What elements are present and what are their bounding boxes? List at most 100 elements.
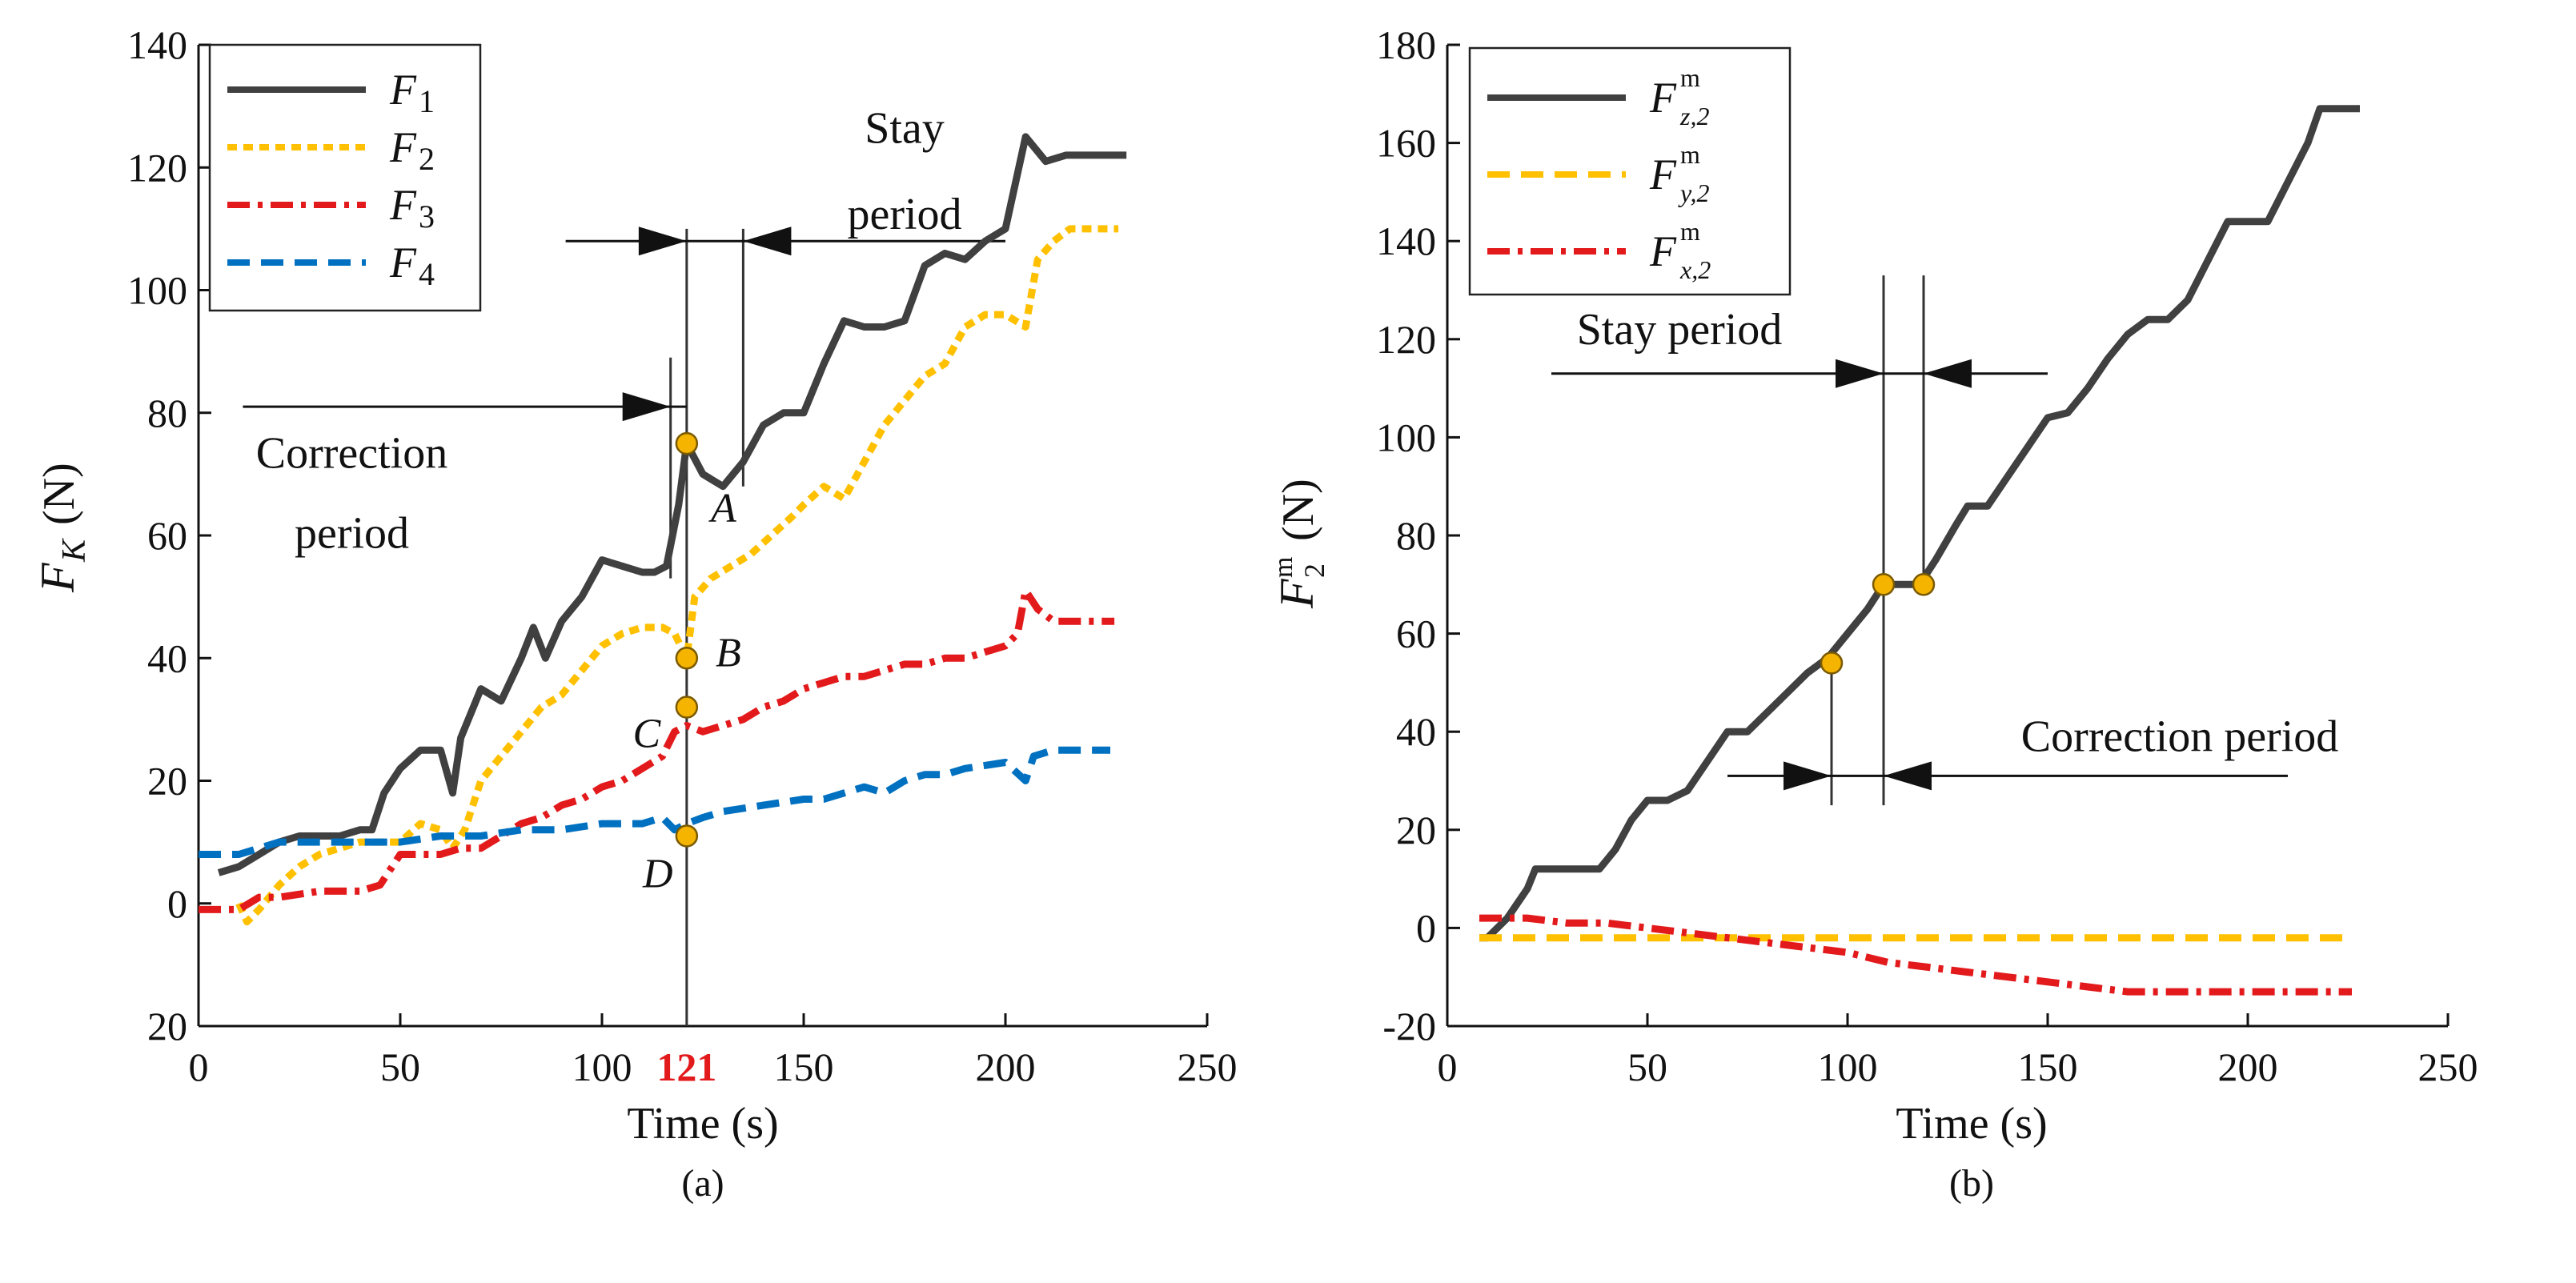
x-tick-label: 0 [189, 1044, 209, 1089]
x-tick-label: 150 [774, 1044, 834, 1089]
series-line-3 [199, 587, 1115, 913]
y-tick-label: 80 [1396, 513, 1436, 558]
y-tick-label: 140 [1376, 219, 1436, 263]
x-axis-label: Time (s) [1896, 1099, 2047, 1149]
x-tick-label: 150 [2018, 1044, 2078, 1089]
y-axis-label-sub: 2 [1298, 563, 1330, 578]
legend-label-sub: 2 [419, 141, 435, 177]
correction-period-label: Correction period [2021, 712, 2339, 762]
legend-label-sup: m [1680, 63, 1700, 92]
series-line-4 [199, 746, 1110, 858]
legend-label-4: F [389, 239, 417, 287]
panel-b: 0 50 100 150 200 250-200204060801001201401601… [1269, 22, 2478, 1205]
y-tick-label: -20 [1382, 1004, 1436, 1048]
legend-label-2: F [389, 123, 417, 171]
legend-label-sup: m [1680, 140, 1700, 169]
y-tick-label: 60 [147, 513, 187, 558]
legend-label-3: F [389, 181, 417, 229]
correction-arrow-left [1884, 761, 1932, 791]
y-axis-label: Fm 2 (N) [1269, 479, 1330, 609]
series-line-2 [235, 225, 1119, 926]
x-tick-label: 0 [1438, 1044, 1458, 1089]
legend: F 1F 2F 3F 4 [208, 43, 482, 312]
data-marker [675, 431, 699, 455]
panel-a: 0 50 100 150 200 25012120020406080100120140Ti… [31, 22, 1238, 1205]
series-line-1 [1479, 105, 2360, 942]
y-tick-label: 80 [147, 391, 187, 435]
stay-arrow-left [743, 227, 792, 256]
y-tick-label: 60 [1396, 611, 1436, 656]
legend-label-1: F [1649, 74, 1677, 122]
correction-arrow-right [1784, 761, 1832, 791]
y-tick-label: 40 [1396, 709, 1436, 754]
correction-period-label: Correction [256, 429, 447, 479]
data-marker [675, 824, 699, 848]
stay-period-label: period [847, 190, 961, 239]
x-tick-label: 50 [380, 1044, 420, 1089]
y-axis-label: FK (N) [31, 463, 93, 593]
stay-period-label: Stay period [1577, 305, 1783, 355]
marker-label: D [642, 851, 673, 896]
panel-label: (a) [681, 1162, 724, 1205]
legend-box [208, 43, 482, 312]
data-marker [1912, 573, 1936, 596]
data-marker [675, 696, 699, 719]
legend-label-sub: 1 [419, 83, 435, 119]
legend-label-sub: 3 [419, 198, 435, 235]
stay-arrow-left [1924, 359, 1972, 388]
y-axis-label-sup: m [1269, 557, 1298, 578]
series-line-1 [217, 133, 1127, 876]
data-marker [1872, 573, 1896, 596]
panel-label: (b) [1949, 1162, 1994, 1205]
y-tick-label: 160 [1376, 121, 1436, 166]
marker-label: B [716, 630, 741, 676]
marker-label: C [632, 712, 661, 757]
y-tick-label: 0 [1416, 905, 1436, 950]
y-tick-label: 40 [147, 635, 187, 680]
legend-label-sub: y,2 [1678, 178, 1709, 207]
legend-label-sub: 4 [419, 256, 435, 292]
y-tick-label: 180 [1376, 22, 1436, 67]
x-highlight-tick-label: 121 [656, 1044, 716, 1089]
legend-label-sup: m [1680, 217, 1700, 246]
y-axis-label-unit: (N) [1274, 479, 1323, 541]
legend-label-3: F [1649, 227, 1677, 275]
y-tick-label: 100 [127, 268, 187, 313]
legend-box [1468, 46, 1792, 296]
x-tick-label: 200 [976, 1044, 1036, 1089]
x-axis-label: Time (s) [627, 1099, 778, 1149]
y-axis-label-symbol: F [31, 562, 84, 593]
stay-period-label: Stay [865, 104, 945, 154]
y-axis-label-unit: (N) [34, 463, 84, 525]
y-axis-label-symbol: F [1270, 578, 1323, 609]
legend-label-2: F [1649, 150, 1677, 198]
data-marker [1820, 652, 1844, 675]
marker-label: A [708, 486, 736, 531]
y-tick-label: 140 [127, 22, 187, 67]
y-axis-label-sub: K [56, 538, 93, 563]
x-tick-label: 100 [1818, 1044, 1878, 1089]
x-tick-label: 250 [1178, 1044, 1238, 1089]
series-line-3 [1479, 914, 2352, 996]
y-tick-label: 120 [127, 145, 187, 190]
legend-label-1: F [389, 66, 417, 114]
y-tick-label: 20 [1396, 808, 1436, 852]
x-tick-label: 100 [572, 1044, 632, 1089]
y-tick-label: 20 [147, 759, 187, 804]
x-tick-label: 250 [2418, 1044, 2478, 1089]
y-tick-label: 20 [147, 1004, 187, 1048]
stay-arrow-right [1836, 359, 1884, 388]
x-tick-label: 50 [1627, 1044, 1667, 1089]
legend-label-sub: z,2 [1679, 102, 1709, 130]
correction-period-label: period [295, 508, 409, 558]
x-tick-label: 200 [2218, 1044, 2278, 1089]
data-marker [675, 647, 699, 670]
stay-arrow-right [638, 227, 687, 256]
y-tick-label: 100 [1376, 415, 1436, 459]
y-tick-label: 0 [167, 881, 187, 926]
y-tick-label: 120 [1376, 317, 1436, 362]
legend-label-sub: x,2 [1679, 255, 1711, 284]
correction-arrow-right [622, 392, 671, 422]
